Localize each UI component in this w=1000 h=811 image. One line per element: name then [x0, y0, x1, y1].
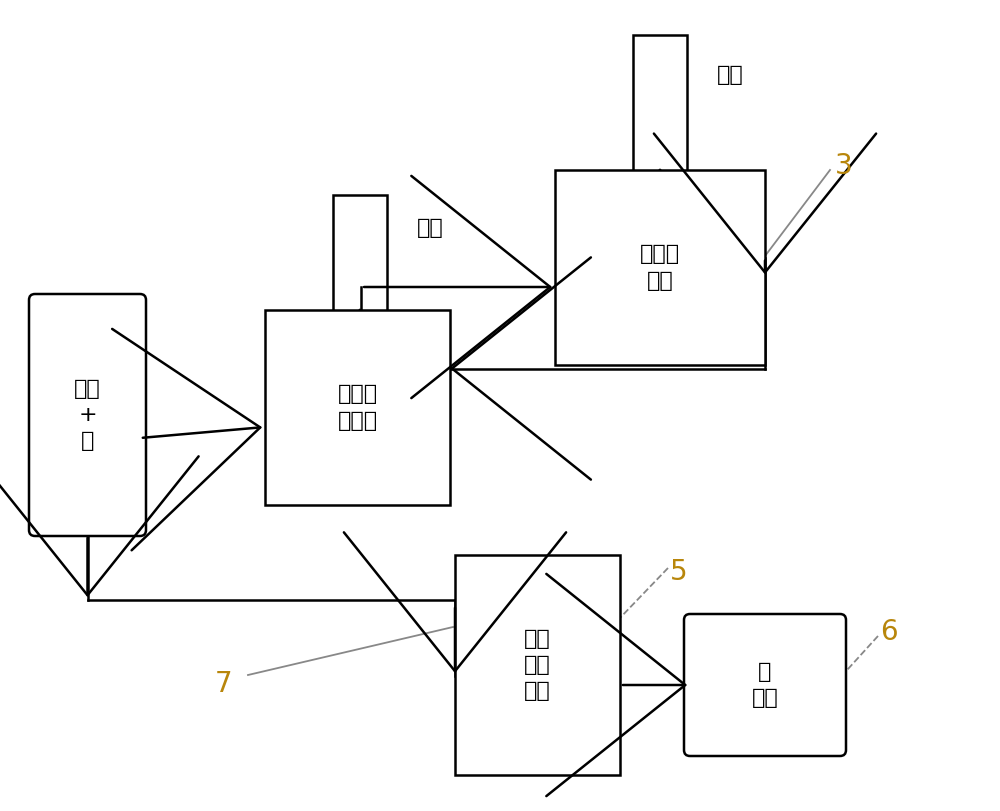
- Text: 热量: 热量: [717, 65, 743, 85]
- Text: 热量: 热量: [417, 218, 443, 238]
- Bar: [455, 555, 620, 775]
- Bar: [633, 35, 687, 218]
- Bar: [333, 195, 387, 358]
- Polygon shape: [605, 170, 715, 218]
- Text: 7: 7: [215, 670, 233, 698]
- Text: 3: 3: [835, 152, 853, 180]
- Text: 储
气罐: 储 气罐: [752, 662, 778, 708]
- Text: 热化学
反应: 热化学 反应: [640, 244, 680, 290]
- Text: 甲醇
+
水: 甲醇 + 水: [74, 379, 101, 452]
- Bar: [555, 170, 765, 365]
- Text: 5: 5: [670, 558, 688, 586]
- FancyBboxPatch shape: [684, 614, 846, 756]
- Text: 气体
分离
装置: 气体 分离 装置: [524, 629, 551, 702]
- Polygon shape: [305, 310, 415, 358]
- Text: 低温热
交换器: 低温热 交换器: [337, 384, 378, 431]
- FancyBboxPatch shape: [29, 294, 146, 536]
- Text: 6: 6: [880, 618, 898, 646]
- Bar: [265, 310, 450, 505]
